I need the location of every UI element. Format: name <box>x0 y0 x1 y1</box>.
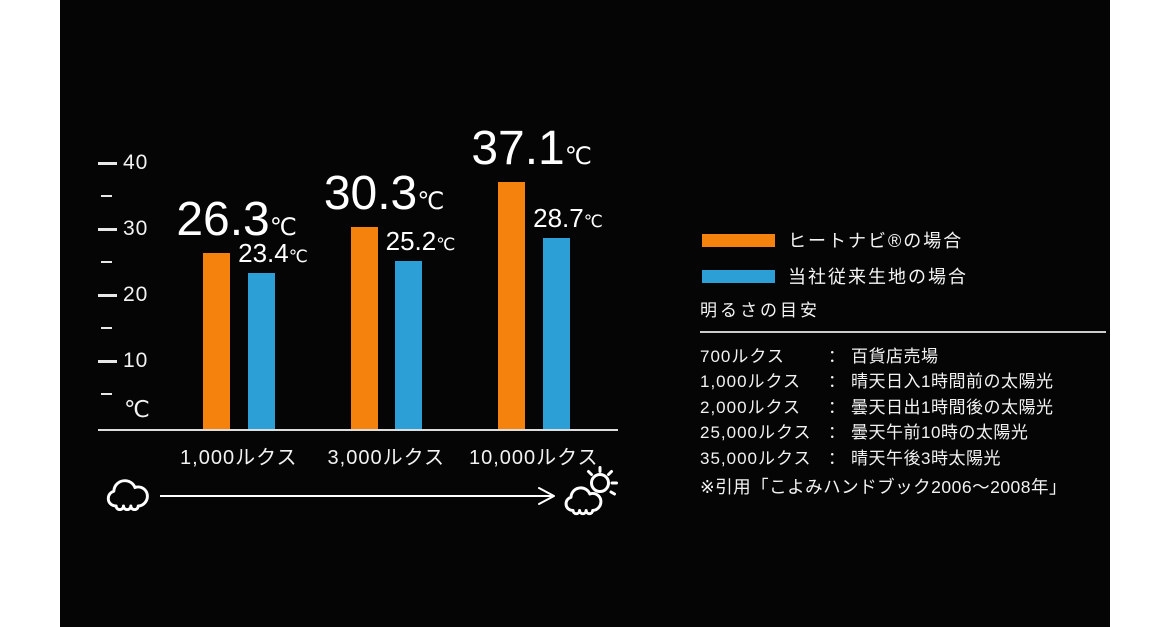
y-tick-minor <box>101 327 112 329</box>
y-tick-minor <box>101 261 112 263</box>
guide-row-2: 2,000ルクス ： 曇天日出1時間後の太陽光 <box>700 395 1110 420</box>
y-tick-label: 20 <box>123 283 149 306</box>
value-label-heatnavi-0: 26.3℃ <box>147 196 327 244</box>
value-number: 23.4 <box>238 237 289 268</box>
guide-lux: 2,000ルクス <box>700 397 802 417</box>
value-unit: ℃ <box>583 211 603 231</box>
y-tick-label: 30 <box>123 217 149 240</box>
guide-title: 明るさの目安 <box>700 301 820 320</box>
cloud-icon <box>106 477 152 516</box>
legend-swatch <box>702 269 775 283</box>
category-label-1: 3,000ルクス <box>327 447 445 469</box>
bar-conventional-2 <box>542 237 570 429</box>
legend-swatch <box>702 233 775 247</box>
temperature-bar-chart: ℃ 40 30 20 10 26.3℃ 23.4℃ 1,000ルクス 30.3℃ 25.2℃ 3,… <box>60 0 660 627</box>
guide-row-4: 35,000ルクス ： 晴天午後3時太陽光 <box>700 446 1110 471</box>
value-unit: ℃ <box>564 143 592 171</box>
bar-conventional-0 <box>247 272 275 429</box>
guide-lux: 35,000ルクス <box>700 448 812 468</box>
value-number: 37.1 <box>471 122 565 176</box>
y-tick-major <box>98 161 117 165</box>
guide-desc: 曇天午前10時の太陽光 <box>851 423 1029 443</box>
guide-lux: 25,000ルクス <box>700 423 812 443</box>
guide-citation-note: ※引用「こよみハンドブック2006〜2008年」 <box>700 477 1068 498</box>
y-tick-label: 10 <box>123 349 149 372</box>
y-tick-major <box>98 359 117 363</box>
category-label-2: 10,000ルクス <box>468 447 599 469</box>
infographic-panel: ℃ 40 30 20 10 26.3℃ 23.4℃ 1,000ルクス 30.3℃ 25.2℃ 3,… <box>60 0 1110 627</box>
right-column: ヒートナビ®の場合 当社従来生地の場合 明るさの目安 700ルクス ： 百貨店売場 1,… <box>700 0 1110 627</box>
y-tick-major <box>98 293 117 297</box>
guide-divider <box>700 331 1106 333</box>
guide-desc: 曇天日出1時間後の太陽光 <box>851 397 1054 417</box>
legend-item-1: 当社従来生地の場合 <box>702 263 968 289</box>
bar-conventional-1 <box>395 260 422 429</box>
guide-separator: ： <box>828 423 845 443</box>
brightness-arrow <box>159 483 560 514</box>
legend-label: 当社従来生地の場合 <box>788 267 968 287</box>
legend-item-0: ヒートナビ®の場合 <box>702 227 968 253</box>
value-number: 25.2 <box>385 225 437 256</box>
guide-desc: 百貨店売場 <box>851 347 939 366</box>
value-number: 28.7 <box>533 202 584 233</box>
bar-heatnavi-2 <box>498 182 525 429</box>
y-tick-minor <box>101 195 112 197</box>
bar-heatnavi-0 <box>203 253 230 429</box>
legend-label: ヒートナビ®の場合 <box>788 231 964 251</box>
guide-desc: 晴天日入1時間前の太陽光 <box>851 372 1054 392</box>
value-label-heatnavi-1: 30.3℃ <box>294 170 474 218</box>
guide-row-0: 700ルクス ： 百貨店売場 <box>700 344 1110 369</box>
value-label-conventional-1: 25.2℃ <box>351 228 491 254</box>
sun-behind-cloud-icon <box>563 465 621 522</box>
y-tick-label: 40 <box>123 151 149 174</box>
guide-row-1: 1,000ルクス ： 晴天日入1時間前の太陽光 <box>700 369 1110 394</box>
y-tick-minor <box>101 393 112 395</box>
chart-legend: ヒートナビ®の場合 当社従来生地の場合 <box>702 227 968 289</box>
guide-lux: 1,000ルクス <box>700 372 802 392</box>
y-tick-major <box>98 227 117 231</box>
x-axis-line <box>98 429 618 431</box>
value-unit: ℃ <box>288 246 308 266</box>
brightness-axis <box>60 455 660 535</box>
guide-table: 700ルクス ： 百貨店売場 1,000ルクス ： 晴天日入1時間前の太陽光 2,000ルク… <box>700 344 1110 471</box>
value-number: 30.3 <box>323 167 418 221</box>
guide-separator: ： <box>828 372 845 392</box>
guide-separator: ： <box>828 347 845 366</box>
value-label-heatnavi-2: 37.1℃ <box>442 125 622 173</box>
brightness-guide: 明るさの目安 700ルクス ： 百貨店売場 1,000ルクス ： 晴天日入1時間前の太陽光… <box>700 296 1110 500</box>
value-label-conventional-0: 23.4℃ <box>203 240 343 266</box>
value-unit: ℃ <box>417 188 445 216</box>
value-unit: ℃ <box>269 214 297 242</box>
guide-separator: ： <box>828 397 845 417</box>
bar-heatnavi-1 <box>350 227 378 429</box>
guide-desc: 晴天午後3時太陽光 <box>851 448 1001 468</box>
category-label-0: 1,000ルクス <box>180 447 298 469</box>
guide-row-3: 25,000ルクス ： 曇天午前10時の太陽光 <box>700 420 1110 445</box>
value-number: 26.3 <box>176 193 270 247</box>
value-label-conventional-2: 28.7℃ <box>498 205 638 231</box>
guide-lux: 700ルクス <box>700 347 785 366</box>
value-unit: ℃ <box>436 234 456 254</box>
y-axis-unit-label: ℃ <box>124 396 150 422</box>
guide-separator: ： <box>828 448 845 468</box>
